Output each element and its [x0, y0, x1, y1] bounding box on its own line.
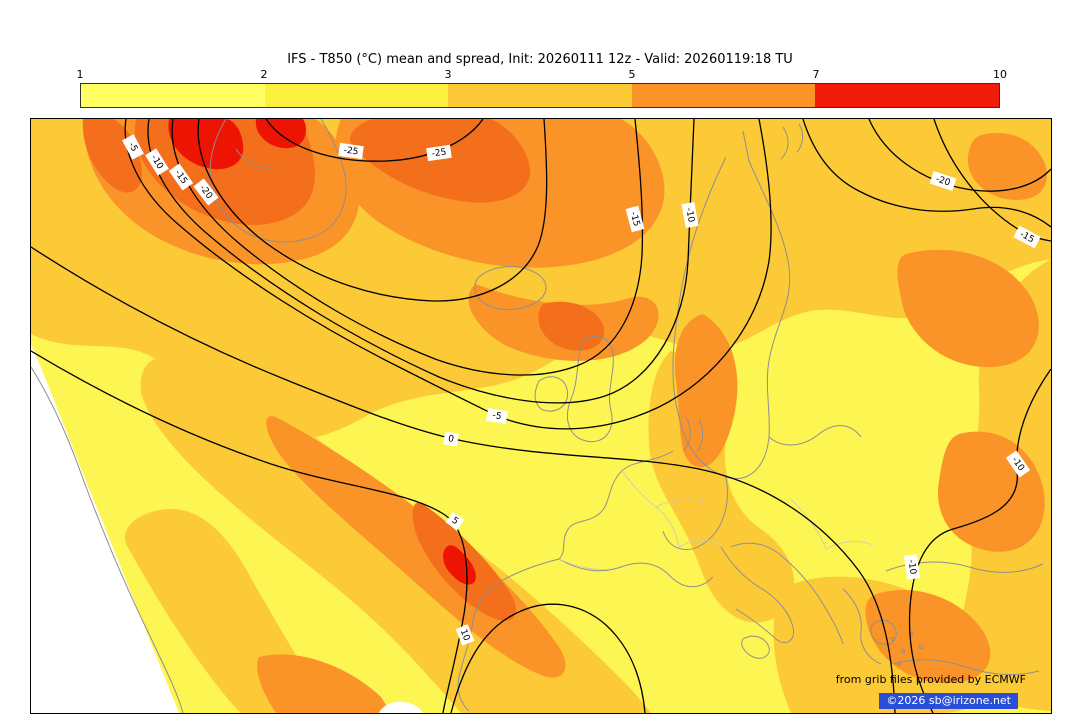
svg-text:0: 0: [447, 434, 455, 445]
svg-text:-5: -5: [126, 141, 139, 154]
contour-label: -10: [903, 554, 921, 580]
contour-label: -15: [1013, 225, 1041, 249]
svg-text:-10: -10: [683, 207, 695, 223]
svg-text:-15: -15: [628, 211, 641, 228]
contour-label: -5: [122, 134, 144, 160]
chart-title: IFS - T850 (°C) mean and spread, Init: 2…: [287, 52, 793, 67]
country-borders: [558, 468, 874, 570]
colorbar-ticks: 1 2 3 5 7 10: [76, 68, 1008, 83]
svg-text:-20: -20: [934, 174, 951, 188]
svg-text:-25: -25: [431, 148, 447, 160]
spread-fill-red-layer: [168, 119, 476, 585]
colorbar-segment: [264, 84, 449, 107]
colorbar-tick: 1: [76, 68, 84, 81]
copyright-badge: ©2026 sb@irizone.net: [879, 693, 1018, 709]
colorbar-tick: 3: [444, 68, 452, 81]
contour-label: -20: [929, 171, 957, 191]
credit-source-text: from grib files provided by ECMWF: [835, 673, 1026, 686]
svg-text:-5: -5: [492, 411, 503, 422]
contour-label: -10: [681, 202, 699, 228]
svg-text:-10: -10: [906, 559, 918, 575]
contour-label: -5: [486, 407, 508, 425]
map-area: -5 -10 -15 -20 -25 -25: [30, 118, 1052, 714]
contour-label: -25: [426, 144, 452, 162]
svg-text:5: 5: [449, 516, 459, 527]
contour-label: 10: [455, 624, 475, 646]
contour-label: 5: [445, 511, 465, 531]
contour-label: -15: [168, 163, 194, 191]
colorbar-tick: 10: [993, 68, 1007, 81]
contour-label: -15: [625, 205, 645, 233]
colorbar-tick: 5: [628, 68, 636, 81]
spread-below-min-region: [31, 344, 423, 713]
colorbar-segment: [448, 84, 632, 107]
coastlines: [31, 119, 1044, 713]
contour-label: -10: [145, 148, 169, 176]
contour-label: 0: [442, 431, 460, 447]
colorbar-segment: [815, 84, 999, 107]
colorbar-segment: [631, 84, 816, 107]
t850-contour-labels: -5 -10 -15 -20 -25 -25: [122, 134, 1041, 646]
contour-label: -25: [338, 142, 364, 160]
svg-text:10: 10: [458, 628, 472, 643]
spread-colorbar: 1 2 3 5 7 10: [76, 68, 1008, 110]
t850-contour-lines: [31, 119, 1051, 713]
colorbar-tick: 7: [812, 68, 820, 81]
svg-text:-25: -25: [343, 146, 359, 158]
t850-map: -5 -10 -15 -20 -25 -25: [31, 119, 1051, 713]
colorbar-segment: [81, 84, 265, 107]
colorbar-tick: 2: [260, 68, 268, 81]
colorbar-gradient: [80, 83, 1000, 108]
